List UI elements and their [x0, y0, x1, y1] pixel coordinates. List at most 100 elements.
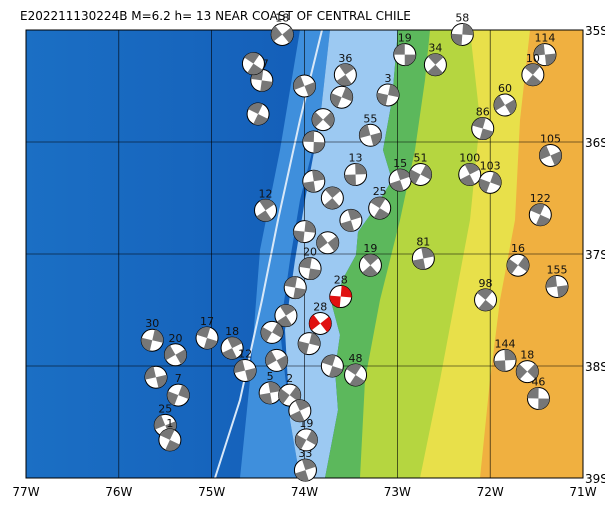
- beachball: [195, 326, 219, 350]
- depth-label: 2: [286, 372, 293, 385]
- quadrant: [276, 355, 288, 371]
- quadrant: [464, 163, 480, 175]
- beachball: [320, 186, 344, 210]
- y-tick-label: 38S: [585, 360, 605, 374]
- beachball: [270, 22, 294, 46]
- quadrant: [304, 220, 316, 233]
- depth-label: 55: [363, 112, 377, 125]
- quadrant: [359, 124, 371, 139]
- y-tick-label: 39S: [585, 472, 605, 486]
- beachball: [254, 198, 278, 222]
- quadrant: [141, 337, 153, 351]
- quadrant: [355, 163, 367, 175]
- quadrant: [370, 132, 382, 146]
- beachball: [140, 328, 164, 352]
- depth-label: 51: [414, 151, 428, 164]
- quadrant: [494, 360, 506, 372]
- quadrant: [462, 23, 474, 36]
- quadrant: [339, 63, 355, 75]
- beachball: [358, 253, 382, 277]
- quadrant: [527, 363, 539, 380]
- depth-label: 155: [547, 263, 568, 276]
- depth-label: 48: [349, 352, 363, 365]
- beachball: [288, 399, 312, 423]
- quadrant: [302, 459, 316, 471]
- quadrant: [459, 174, 475, 186]
- quadrant: [344, 174, 356, 186]
- beachball: [166, 383, 190, 407]
- quadrant: [479, 128, 494, 140]
- quadrant: [309, 332, 321, 347]
- depth-label: 5: [267, 370, 274, 383]
- quadrant: [260, 80, 273, 92]
- beachball: [258, 381, 282, 405]
- depth-label: 81: [416, 235, 430, 248]
- beachball: [423, 53, 447, 77]
- beachball: [393, 43, 417, 67]
- depth-label: 3: [385, 72, 392, 85]
- beachball: [283, 276, 307, 300]
- quadrant: [316, 234, 328, 250]
- depth-label: 20: [303, 246, 317, 259]
- quadrant: [272, 322, 284, 338]
- quadrant: [530, 203, 545, 215]
- quadrant: [363, 254, 379, 266]
- quadrant: [346, 363, 362, 375]
- quadrant: [234, 359, 246, 374]
- beachball: [526, 386, 550, 410]
- depth-label: 20: [168, 332, 182, 345]
- beachball: [308, 311, 332, 335]
- beachball: [506, 253, 530, 277]
- depth-label: 7: [175, 372, 182, 385]
- quadrant: [524, 63, 541, 75]
- depth-label: 98: [479, 277, 493, 290]
- quadrant: [321, 355, 336, 366]
- quadrant: [222, 348, 237, 360]
- beachball: [376, 83, 400, 107]
- depth-label: 34: [428, 42, 442, 55]
- quadrant: [299, 257, 312, 269]
- y-tick-label: 36S: [585, 136, 605, 150]
- quadrant: [478, 299, 494, 311]
- beachball: [241, 52, 265, 76]
- depth-label: 16: [511, 242, 525, 255]
- beachball: [344, 363, 368, 387]
- quadrant: [261, 326, 273, 342]
- depth-label: 12: [259, 187, 273, 200]
- quadrant: [271, 25, 283, 42]
- beachball: [388, 168, 412, 192]
- quadrant: [527, 387, 539, 399]
- quadrant: [451, 33, 463, 46]
- depth-label: 86: [476, 106, 490, 119]
- beachball: [260, 320, 284, 344]
- quadrant: [289, 386, 301, 402]
- beachball: [409, 162, 433, 186]
- depth-label: 122: [530, 192, 551, 205]
- depth-label: 10: [526, 52, 540, 65]
- quadrant: [144, 366, 156, 380]
- beachball: [316, 231, 340, 255]
- quadrant: [533, 43, 545, 56]
- beachball: [274, 304, 298, 328]
- y-tick-label: 37S: [585, 248, 605, 262]
- quadrant: [294, 470, 309, 482]
- beachball: [246, 102, 270, 126]
- beachball: [144, 365, 168, 389]
- depth-label: 19: [398, 32, 412, 45]
- beachball: [533, 43, 557, 67]
- quadrant: [293, 75, 305, 90]
- quadrant: [312, 111, 324, 128]
- quadrant: [196, 327, 211, 338]
- quadrant: [347, 209, 362, 221]
- beachball: [458, 162, 482, 186]
- beachball: [158, 428, 182, 452]
- quadrant: [247, 63, 263, 75]
- quadrant: [282, 27, 294, 44]
- quadrant: [159, 428, 175, 440]
- quadrant: [265, 350, 277, 366]
- beachball: [293, 74, 316, 98]
- beachball: [339, 208, 363, 232]
- quadrant: [427, 64, 443, 76]
- depth-label: 103: [480, 159, 501, 172]
